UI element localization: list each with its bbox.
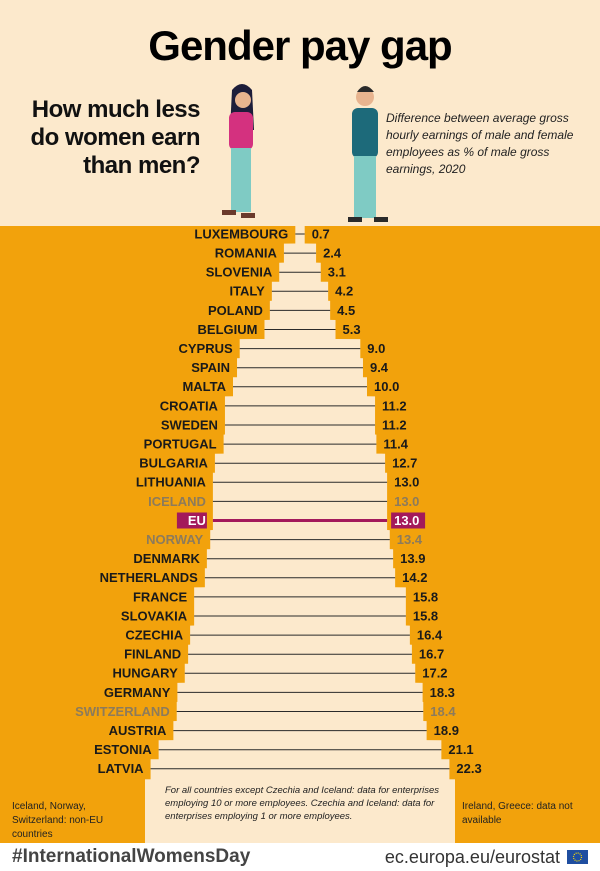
value-label: 13.0 [394,475,419,490]
value-label: 9.4 [370,360,389,375]
value-label: 15.8 [413,608,438,623]
footnote-left: Iceland, Norway, Switzerland: non-EU cou… [12,801,104,840]
country-label: NORWAY [146,532,203,547]
value-label: 18.9 [434,723,459,738]
value-label: 12.7 [392,456,417,471]
country-label: FRANCE [133,589,187,604]
country-label: NETHERLANDS [100,570,199,585]
chart-subtitle: How much less do women earn than men? [30,96,200,179]
value-label: 16.4 [417,628,443,643]
value-label: 0.7 [312,226,330,241]
woman-figure [222,84,255,218]
value-label: 13.0 [394,494,419,509]
header-background [0,0,600,226]
country-label: FINLAND [124,647,181,662]
country-label: EU [188,513,206,528]
country-label: HUNGARY [113,666,179,681]
country-label: SPAIN [191,360,230,375]
man-figure [348,86,388,222]
country-label: LUXEMBOURG [194,226,288,241]
value-label: 4.2 [335,284,353,299]
eu-flag [567,850,588,864]
footnote-right: Ireland, Greece: data not available [462,801,573,826]
value-label: 17.2 [422,666,447,681]
highlight-box [391,512,426,529]
country-label: CZECHIA [125,628,183,643]
country-label: CYPRUS [179,341,234,356]
footnote-box [145,779,455,843]
country-label: SLOVENIA [206,265,273,280]
footnote-center: For all countries except Czechia and Ice… [165,785,440,822]
country-label: GERMANY [104,685,171,700]
source: ec.europa.eu/eurostat [384,847,560,867]
country-label: PORTUGAL [144,437,217,452]
value-label: 14.2 [402,570,427,585]
value-label: 13.4 [397,532,423,547]
value-label: 13.9 [400,551,425,566]
value-label: 4.5 [337,303,355,318]
value-label: 11.2 [382,398,407,413]
country-label: DENMARK [133,551,200,566]
value-label: 21.1 [448,742,473,757]
value-label: 15.8 [413,589,438,604]
value-label: 18.4 [430,704,456,719]
value-label: 18.3 [430,685,455,700]
value-label: 13.0 [394,513,419,528]
country-label: ITALY [229,284,265,299]
value-label: 2.4 [323,246,342,261]
country-label: BELGIUM [198,322,258,337]
chart-title: Gender pay gap [148,22,452,69]
country-label: ROMANIA [215,246,278,261]
country-label: SLOVAKIA [121,608,188,623]
chart-description: Difference between average gross hourly … [386,111,574,176]
gap-shape [150,212,450,781]
value-label: 10.0 [374,379,399,394]
value-label: 16.7 [419,647,444,662]
value-label: 3.1 [328,265,346,280]
country-label: POLAND [208,303,263,318]
country-label: SWEDEN [161,417,218,432]
value-label: 11.2 [382,417,407,432]
hashtag: #InternationalWomensDay [12,846,251,867]
country-label: ICELAND [148,494,206,509]
country-label: BULGARIA [139,456,208,471]
country-label: MALTA [182,379,226,394]
value-label: 11.4 [383,437,408,452]
highlight-box [176,512,207,529]
country-label: CROATIA [160,398,219,413]
country-label: AUSTRIA [109,723,167,738]
value-label: 9.0 [367,341,385,356]
country-label: ESTONIA [94,742,152,757]
value-label: 5.3 [343,322,361,337]
footer-background [0,843,600,871]
value-label: 22.3 [456,761,481,776]
country-label: LITHUANIA [136,475,207,490]
country-label: SWITZERLAND [75,704,170,719]
country-label: LATVIA [98,761,145,776]
